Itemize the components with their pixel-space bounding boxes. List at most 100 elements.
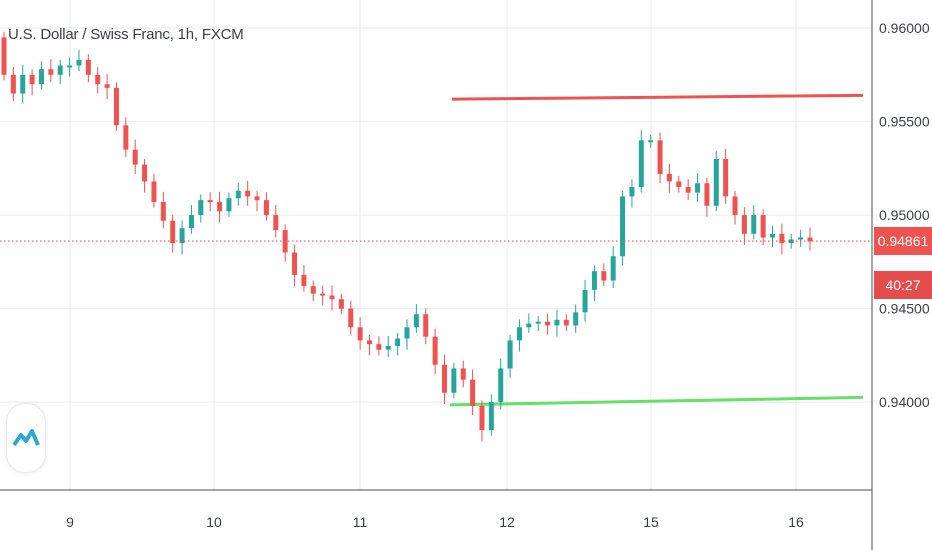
candle-body: [301, 274, 307, 287]
candle-body: [601, 271, 607, 281]
candle-body: [582, 289, 588, 313]
candle-body: [113, 87, 119, 126]
candle-body: [488, 402, 494, 431]
chart-title: U.S. Dollar / Swiss Franc, 1h, FXCM: [8, 26, 244, 43]
candle-body: [320, 293, 326, 296]
x-tick-label: 12: [499, 514, 515, 530]
tradingview-logo[interactable]: [6, 403, 46, 473]
candle-body: [48, 69, 54, 75]
resistance-line: [451, 93, 864, 101]
candle-body: [132, 149, 138, 165]
candle-body: [516, 327, 522, 341]
logo-icon: [12, 429, 40, 447]
candle-body: [95, 74, 101, 85]
candle-body: [610, 256, 616, 281]
candle-body: [104, 84, 110, 88]
candle-body: [235, 190, 241, 199]
candle-body: [179, 228, 185, 244]
x-tick-label: 15: [643, 514, 659, 530]
candle-body: [357, 327, 363, 341]
candle-body: [329, 295, 335, 300]
candle-body: [713, 158, 719, 206]
candle-body: [170, 220, 176, 244]
support-line: [449, 395, 864, 407]
candle-body: [451, 368, 457, 393]
candle-body: [10, 74, 16, 94]
x-tick-label: 11: [353, 514, 368, 530]
candle-body: [217, 201, 223, 212]
y-tick-label: 0.94000: [879, 394, 930, 410]
candle-body: [123, 125, 129, 150]
y-tick-label: 0.95000: [879, 207, 930, 223]
candle-body: [779, 233, 785, 244]
x-tick-label: 16: [788, 514, 804, 530]
candle-body: [245, 190, 251, 197]
candle-body: [620, 196, 626, 257]
candle-body: [545, 321, 551, 326]
candle-body: [1, 37, 7, 75]
candle-body: [188, 215, 194, 229]
candle-body: [160, 201, 166, 221]
x-tick-label: 9: [66, 514, 74, 530]
candle-body: [292, 252, 298, 275]
candle-body: [638, 140, 644, 188]
candle-body: [770, 233, 776, 238]
candle-body: [142, 164, 148, 182]
candle-body: [385, 345, 391, 350]
candle-body: [273, 215, 279, 231]
candle-body: [629, 187, 635, 197]
candle-body: [498, 368, 504, 403]
candle-body: [198, 200, 204, 216]
candle-body: [38, 69, 44, 85]
candle-body: [76, 59, 82, 66]
candle-body: [441, 364, 447, 393]
candle-body: [470, 379, 476, 406]
candle-body: [695, 183, 701, 193]
y-tick-label: 0.94500: [879, 301, 930, 317]
candle-body: [798, 237, 804, 240]
candle-body: [310, 286, 316, 294]
candle-body: [526, 323, 532, 328]
y-tick-label: 0.95500: [879, 114, 930, 130]
last-price-badge: 0.94861: [874, 227, 932, 256]
candle-body: [85, 59, 91, 75]
candle-body: [807, 237, 813, 242]
candle-body: [207, 200, 213, 203]
candle-body: [423, 314, 429, 337]
candle-body: [376, 344, 382, 350]
candle-body: [760, 215, 766, 238]
candle-body: [338, 299, 344, 309]
candle-body: [666, 173, 672, 182]
x-tick-label: 10: [206, 514, 222, 530]
candle-body: [563, 319, 569, 326]
candle-body: [395, 338, 401, 346]
candle-body: [67, 65, 73, 68]
candle-body: [751, 215, 757, 234]
candle-body: [554, 319, 560, 326]
candle-body: [535, 321, 541, 324]
candle-body: [254, 196, 260, 201]
candle-body: [263, 200, 269, 216]
candle-body: [460, 368, 466, 380]
candle-body: [573, 312, 579, 326]
candle-body: [367, 340, 373, 345]
candle-body: [685, 187, 691, 193]
countdown-badge: 40:27: [874, 271, 932, 300]
candle-body: [507, 340, 513, 369]
candle-body: [479, 405, 485, 431]
candle-body: [348, 308, 354, 328]
candle-body: [151, 181, 157, 202]
candle-body: [788, 239, 794, 244]
candle-body: [404, 327, 410, 339]
candle-body: [432, 336, 438, 365]
candle-body: [732, 196, 738, 216]
candle-body: [676, 181, 682, 188]
y-tick-label: 0.96000: [879, 20, 930, 36]
candle-body: [741, 215, 747, 234]
candle-body: [657, 140, 663, 174]
candle-body: [704, 183, 710, 206]
candle-body: [57, 65, 63, 75]
candle-body: [226, 198, 232, 212]
candle-body: [413, 314, 419, 328]
